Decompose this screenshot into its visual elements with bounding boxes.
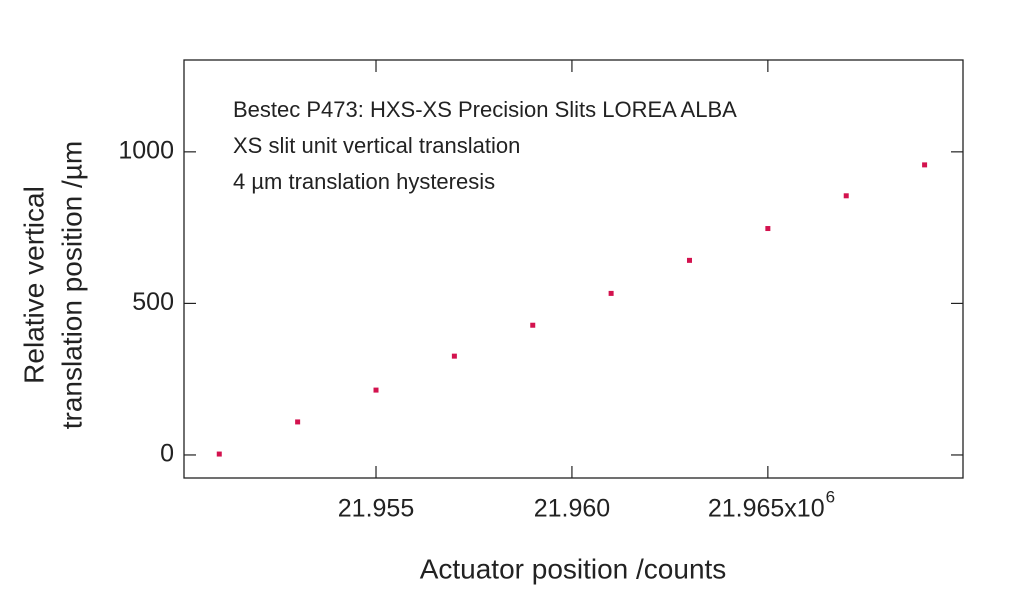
x-tick-label: 21.965x10 [708, 495, 825, 523]
x-tick-exponent: 6 [826, 487, 835, 506]
point [373, 387, 379, 393]
point [765, 226, 771, 232]
y-tick-label: 1000 [118, 136, 174, 164]
annotation: Bestec P473: HXS-XS Precision Slits LORE… [233, 97, 737, 122]
x-tick-label: 21.955 [338, 495, 414, 523]
y-axis-label: Relative vertical [18, 186, 49, 384]
y-tick-label: 0 [160, 440, 174, 468]
x-axis-label: Actuator position /counts [420, 553, 727, 584]
plot-frame [183, 59, 964, 479]
point [451, 353, 457, 359]
y-tick-label: 500 [132, 288, 174, 316]
x-tick-label: 21.960 [534, 495, 610, 523]
annotation: XS slit unit vertical translation [233, 133, 520, 158]
point [295, 419, 301, 425]
point [530, 322, 536, 328]
point [216, 451, 222, 457]
point [608, 290, 614, 296]
point [843, 193, 849, 199]
annotation: 4 µm translation hysteresis [233, 169, 495, 194]
y-axis-label: translation position /µm [56, 141, 87, 430]
point [686, 257, 692, 263]
point [922, 162, 928, 168]
